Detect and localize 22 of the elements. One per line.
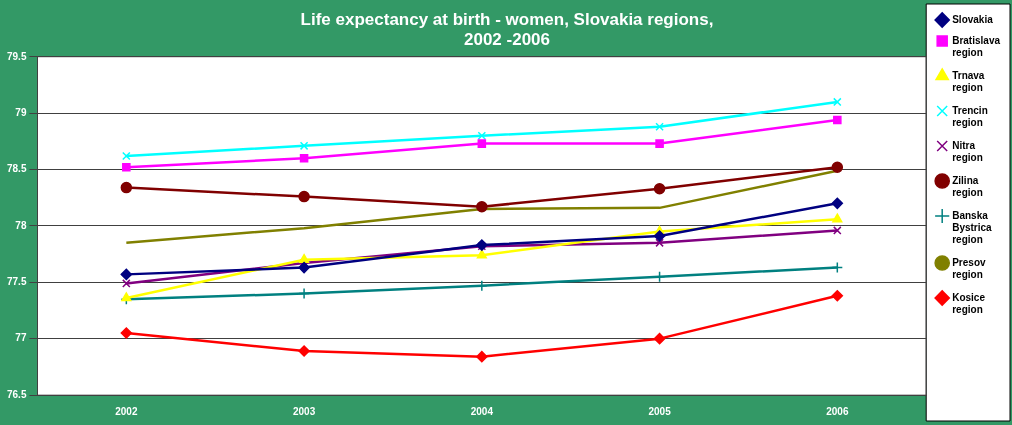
y-tick-label: 77.5 bbox=[6, 276, 27, 288]
x-tick-label: 2006 bbox=[826, 405, 849, 417]
legend-label: Slovakia bbox=[952, 13, 994, 25]
x-tick-label: 2003 bbox=[292, 405, 316, 417]
y-tick-label: 79.5 bbox=[6, 50, 27, 62]
legend-label: Trnava region bbox=[952, 69, 985, 93]
y-tick-label: 78 bbox=[15, 219, 27, 231]
legend-label: Presov region bbox=[952, 256, 986, 280]
y-tick-label: 76.5 bbox=[6, 388, 27, 400]
y-tick-label: 78.5 bbox=[6, 163, 27, 175]
legend-label: Trencin region bbox=[952, 104, 988, 128]
x-tick-label: 2005 bbox=[648, 405, 672, 417]
legend-label: Kosice region bbox=[952, 291, 986, 315]
y-tick-label: 77 bbox=[15, 332, 27, 344]
legend-label: Bratislava region bbox=[952, 34, 1001, 58]
legend-label: Nitra region bbox=[952, 139, 983, 163]
legend-label: Zilina region bbox=[952, 174, 983, 198]
x-tick-label: 2004 bbox=[470, 405, 494, 417]
x-tick-label: 2002 bbox=[115, 405, 138, 417]
chart-title: Life expectancy at birth - women, Slovakia regions, 2002 -2006 bbox=[300, 9, 714, 50]
legend-label: Banska Bystrica region bbox=[952, 209, 993, 245]
y-tick-label: 79 bbox=[15, 106, 27, 118]
